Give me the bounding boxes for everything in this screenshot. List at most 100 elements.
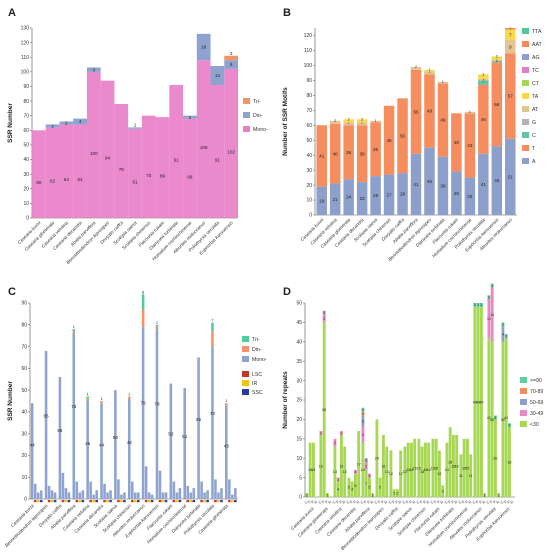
region-strip-lsc bbox=[158, 500, 162, 503]
y-tick-label: 40 bbox=[21, 410, 27, 416]
value-label-a: 22 bbox=[360, 196, 366, 201]
y-tick-label: 0 bbox=[309, 213, 312, 219]
repeat-type-label: F bbox=[307, 499, 312, 504]
legend-swatch-ta bbox=[522, 93, 529, 99]
value-label-30-49: 1 bbox=[340, 431, 342, 435]
value-label-lt30: 1 bbox=[484, 493, 486, 497]
value-label-lt30: 1 bbox=[326, 493, 328, 497]
bar-mono-ir-abatia-parviflora bbox=[78, 492, 82, 499]
value-label-90: 1 bbox=[480, 303, 482, 307]
bar-30-casearia-kurzii bbox=[305, 493, 309, 497]
value-label-lt30: 3 bbox=[442, 490, 444, 494]
bar-30-abatia-parviflora bbox=[371, 493, 375, 497]
bar-mono-genome-scolopia-chinensis bbox=[127, 398, 131, 499]
bar-70-89-abatia-parviflora bbox=[361, 411, 365, 416]
bar-50-69-euphorbia-kansuensis bbox=[501, 326, 505, 342]
bar-mono-ssc-euphorbia-kansuensis bbox=[164, 492, 168, 499]
bar-30-49-abatia-parviflora bbox=[361, 427, 365, 443]
bar-mono-aleurites-moluccanus bbox=[196, 60, 211, 219]
repeat-type-label: P bbox=[381, 500, 386, 505]
value-label-mono: 62 bbox=[50, 179, 56, 184]
value-label-t: 46 bbox=[481, 117, 487, 122]
bar-at-aleurites-moluccanus bbox=[505, 39, 516, 54]
value-label-ta: 7 bbox=[509, 32, 512, 37]
bar-90-poliothyrsis-verulata bbox=[490, 283, 494, 288]
y-tick-label: 20 bbox=[23, 186, 29, 192]
value-label-t: 36 bbox=[346, 150, 352, 155]
bar-mono-genome-poliothyrsis-verulata bbox=[211, 346, 214, 499]
value-label-lt30: 11 bbox=[459, 474, 463, 478]
value-label-mono: 100 bbox=[90, 151, 98, 156]
bar-t-casearia-decandra bbox=[356, 125, 368, 183]
repeat-type-label: F bbox=[335, 499, 340, 504]
y-tick-label: 40 bbox=[306, 153, 312, 159]
value-label-50-69: 3 bbox=[362, 420, 364, 424]
repeat-type-label: R bbox=[468, 500, 473, 505]
bar-30-casearia-velutina bbox=[340, 434, 343, 497]
bar-mono-lsc-aleurites-moluccanus bbox=[144, 466, 148, 499]
value-label-30-49: 10 bbox=[487, 317, 491, 321]
value-label-90: 1 bbox=[502, 323, 504, 327]
repeat-type-label: C bbox=[402, 500, 407, 505]
bar-mono-lsc-poliothyrsis-verulata bbox=[214, 479, 217, 499]
bar-t-euphorbia-kansuensis bbox=[491, 62, 503, 147]
legend-swatch-ag bbox=[522, 54, 529, 60]
legend-label-a: A bbox=[532, 159, 536, 165]
region-strip-ir bbox=[217, 500, 220, 503]
legend-label-g: G bbox=[532, 120, 536, 126]
y-tick-label: 30 bbox=[21, 431, 27, 437]
value-label-lt30: 15 bbox=[434, 466, 438, 470]
bar-at-abatia-parviflora bbox=[410, 66, 422, 70]
region-strip-lsc bbox=[214, 500, 217, 503]
bar-t-bennettiodendron-leprosipes bbox=[424, 74, 435, 148]
bar-at-homalium-cochinchinense bbox=[464, 111, 476, 114]
value-label-lt30: 13 bbox=[420, 470, 424, 474]
value-label-30-49: 1 bbox=[337, 478, 339, 482]
value-label-at: 2 bbox=[415, 65, 417, 69]
bar-mono-ssc-casearia-decandra bbox=[109, 490, 112, 499]
value-label-lt30: 14 bbox=[445, 468, 449, 472]
x-tick-label-casearia-kurzii: Casearia kurzii bbox=[290, 505, 316, 531]
repeat-type-label: P bbox=[451, 500, 456, 505]
value-label-t: 49 bbox=[440, 118, 446, 123]
repeat-type-label: F bbox=[391, 499, 396, 504]
y-tick-label: 110 bbox=[304, 48, 312, 54]
bar-din-poliothyrsis-verulata bbox=[210, 66, 225, 85]
bar-mono-lsc-scolopia-saeva bbox=[117, 479, 120, 499]
bar-50-69-casearia-glomerata bbox=[322, 310, 326, 315]
repeat-type-label: C bbox=[304, 500, 309, 505]
value-label-mono: 46 bbox=[127, 440, 133, 445]
bar-mono-scolopia-chinensis bbox=[141, 115, 156, 218]
value-label-lt30: 1 bbox=[306, 493, 308, 497]
value-label-mono: 69 bbox=[160, 174, 166, 179]
value-label-a: 41 bbox=[413, 182, 419, 187]
y-tick-label: 10 bbox=[296, 456, 302, 462]
bar-at-casearia-glomerata bbox=[343, 122, 354, 126]
bar-mono-genome-casearia-decandra bbox=[100, 403, 103, 499]
bar-30-49-casearia-decandra bbox=[354, 469, 357, 474]
bar-30-casearia-decandra bbox=[347, 477, 351, 497]
region-strip-ir bbox=[147, 500, 151, 503]
region-strip-lsc bbox=[172, 500, 176, 503]
bar-mono-ssc-casearia-glomerata bbox=[234, 488, 237, 499]
bar-a-casearia-kurzii bbox=[316, 186, 327, 215]
value-label-lt30: 14 bbox=[308, 468, 312, 472]
region-strip-ssc bbox=[109, 500, 112, 503]
bar-30-casearia-velutina bbox=[336, 481, 340, 497]
panel-letter-label: A bbox=[8, 7, 16, 19]
bar-mono-casearia-kurzii bbox=[32, 130, 46, 218]
bar-mono-homalium-cochinchinense bbox=[183, 118, 197, 218]
value-label-aat: 1 bbox=[509, 26, 511, 30]
bar-din-abatia-parviflora bbox=[72, 331, 76, 334]
legend-label-mono: Mono- bbox=[252, 357, 267, 363]
value-label-mono: 44 bbox=[99, 442, 105, 447]
bar-tri-euphorbia-kansuensis bbox=[155, 324, 159, 327]
value-label-lt30: 18 bbox=[448, 460, 452, 464]
bar-din-scolopia-chinensis bbox=[127, 396, 131, 399]
bar-mono-genome-dianyuea-turbinata bbox=[197, 357, 200, 499]
bar-30-49-poliothyrsis-verulata bbox=[490, 287, 494, 342]
bar-mono-dovyalis-caffra bbox=[114, 104, 129, 218]
bar-30-casearia-kurzii bbox=[312, 442, 315, 497]
bar-a-bennettiodendron-leprosipes bbox=[424, 147, 435, 215]
bar-30-flacourtia-rukam bbox=[434, 438, 438, 497]
